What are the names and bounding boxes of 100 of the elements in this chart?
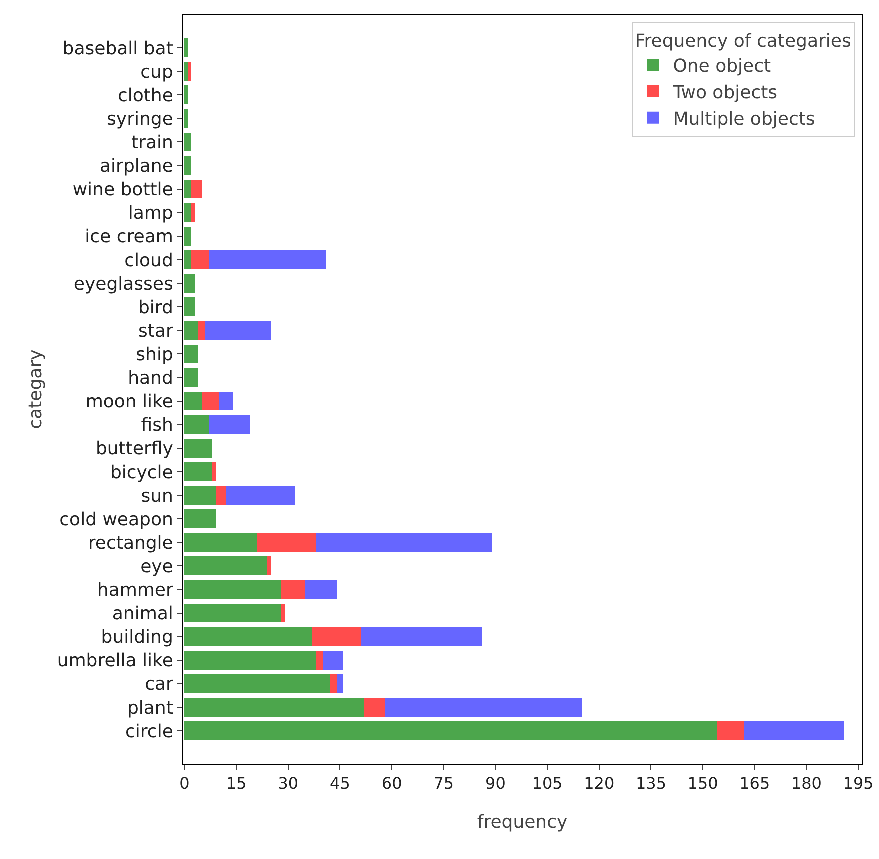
x-tick-label: 60 — [382, 774, 402, 794]
bar — [184, 180, 192, 199]
bar — [184, 674, 330, 694]
bar — [184, 250, 192, 270]
bar — [184, 580, 282, 600]
bar — [184, 722, 717, 740]
legend-label: One object — [673, 56, 772, 78]
bar — [184, 109, 188, 128]
bar — [322, 650, 344, 670]
y-tick-label: sun — [141, 486, 174, 507]
y-axis-title: categary — [26, 349, 47, 430]
y-tick-label: wine bottle — [72, 180, 174, 201]
y-tick-label: lamp — [128, 203, 174, 224]
bar — [192, 250, 209, 270]
y-tick-label: umbrella like — [57, 650, 174, 672]
y-tick-label: cup — [140, 62, 174, 83]
y-tick-label: cloud — [124, 250, 174, 272]
bar — [184, 62, 188, 81]
bar — [184, 604, 282, 623]
bar — [202, 392, 220, 411]
x-tick-label: 30 — [278, 774, 299, 794]
y-tick-label: butterfly — [96, 438, 174, 460]
y-tick-label: plant — [127, 698, 174, 719]
bar — [184, 38, 188, 58]
bar — [184, 226, 192, 246]
y-tick-label: train — [131, 132, 174, 154]
bar — [216, 486, 226, 505]
x-tick-label: 105 — [532, 774, 563, 794]
bar — [184, 368, 199, 388]
bar — [188, 62, 192, 81]
bar — [744, 722, 845, 740]
bar — [208, 250, 326, 270]
y-tick-label: eye — [140, 556, 174, 578]
legend-label: Multiple objects — [673, 108, 816, 130]
bar — [184, 203, 192, 222]
bar — [205, 321, 272, 340]
bar — [184, 462, 212, 482]
bar — [184, 86, 188, 104]
bar — [226, 486, 296, 505]
x-tick-label: 195 — [843, 774, 874, 794]
bar — [184, 556, 268, 576]
x-tick-label: 45 — [330, 774, 350, 794]
bar — [184, 510, 216, 528]
bar — [184, 132, 192, 152]
y-tick-label: animal — [112, 604, 174, 625]
bar — [385, 698, 582, 717]
y-tick-label: ice cream — [85, 226, 174, 248]
bar — [219, 392, 234, 411]
y-tick-label: airplane — [100, 156, 174, 178]
bar — [330, 674, 337, 694]
legend-label: Two objects — [672, 82, 778, 104]
x-tick-label: 0 — [180, 774, 190, 794]
bar — [198, 321, 206, 340]
y-tick-label: star — [138, 320, 174, 342]
bar — [306, 580, 337, 600]
y-tick-label: eyeglasses — [74, 274, 174, 295]
bar — [336, 674, 344, 694]
y-tick-label: rectangle — [88, 532, 174, 554]
bar — [184, 627, 313, 646]
bar — [212, 462, 216, 482]
bar — [281, 604, 285, 623]
y-tick-label: syringe — [107, 108, 174, 130]
x-axis-title: frequency — [477, 812, 568, 833]
x-tick-label: 150 — [688, 774, 718, 794]
bar — [364, 698, 386, 717]
bar — [184, 698, 364, 717]
x-tick-label: 135 — [636, 774, 666, 794]
bar — [281, 580, 306, 600]
bar — [184, 344, 199, 364]
bar — [184, 156, 192, 176]
bar — [192, 180, 202, 199]
bar — [268, 556, 272, 576]
bar — [184, 533, 258, 552]
bar — [312, 627, 361, 646]
y-tick-label: hand — [128, 368, 174, 390]
bar — [184, 298, 196, 316]
bar — [184, 438, 212, 458]
bar — [316, 533, 492, 552]
y-tick-label: bird — [138, 297, 174, 318]
bar — [316, 650, 323, 670]
y-tick-label: circle — [126, 721, 174, 742]
y-tick-label: ship — [136, 344, 174, 366]
legend-title: Frequency of categaries — [635, 30, 852, 52]
bar — [184, 392, 202, 411]
bar — [192, 203, 196, 222]
y-tick-label: fish — [141, 415, 174, 436]
y-tick-label: moon like — [86, 392, 174, 413]
bar — [257, 533, 316, 552]
bar — [184, 274, 196, 293]
x-tick-label: 180 — [791, 774, 822, 794]
y-tick-label: bicycle — [110, 462, 174, 484]
y-tick-label: hammer — [97, 580, 174, 601]
y-tick-label: cold weapon — [60, 509, 174, 530]
x-tick-label: 120 — [584, 774, 615, 794]
bar — [184, 650, 316, 670]
bar — [184, 486, 216, 505]
x-tick-label: 15 — [226, 774, 247, 794]
x-tick-label: 165 — [740, 774, 770, 794]
x-tick-label: 90 — [486, 774, 506, 794]
bar — [184, 321, 199, 340]
